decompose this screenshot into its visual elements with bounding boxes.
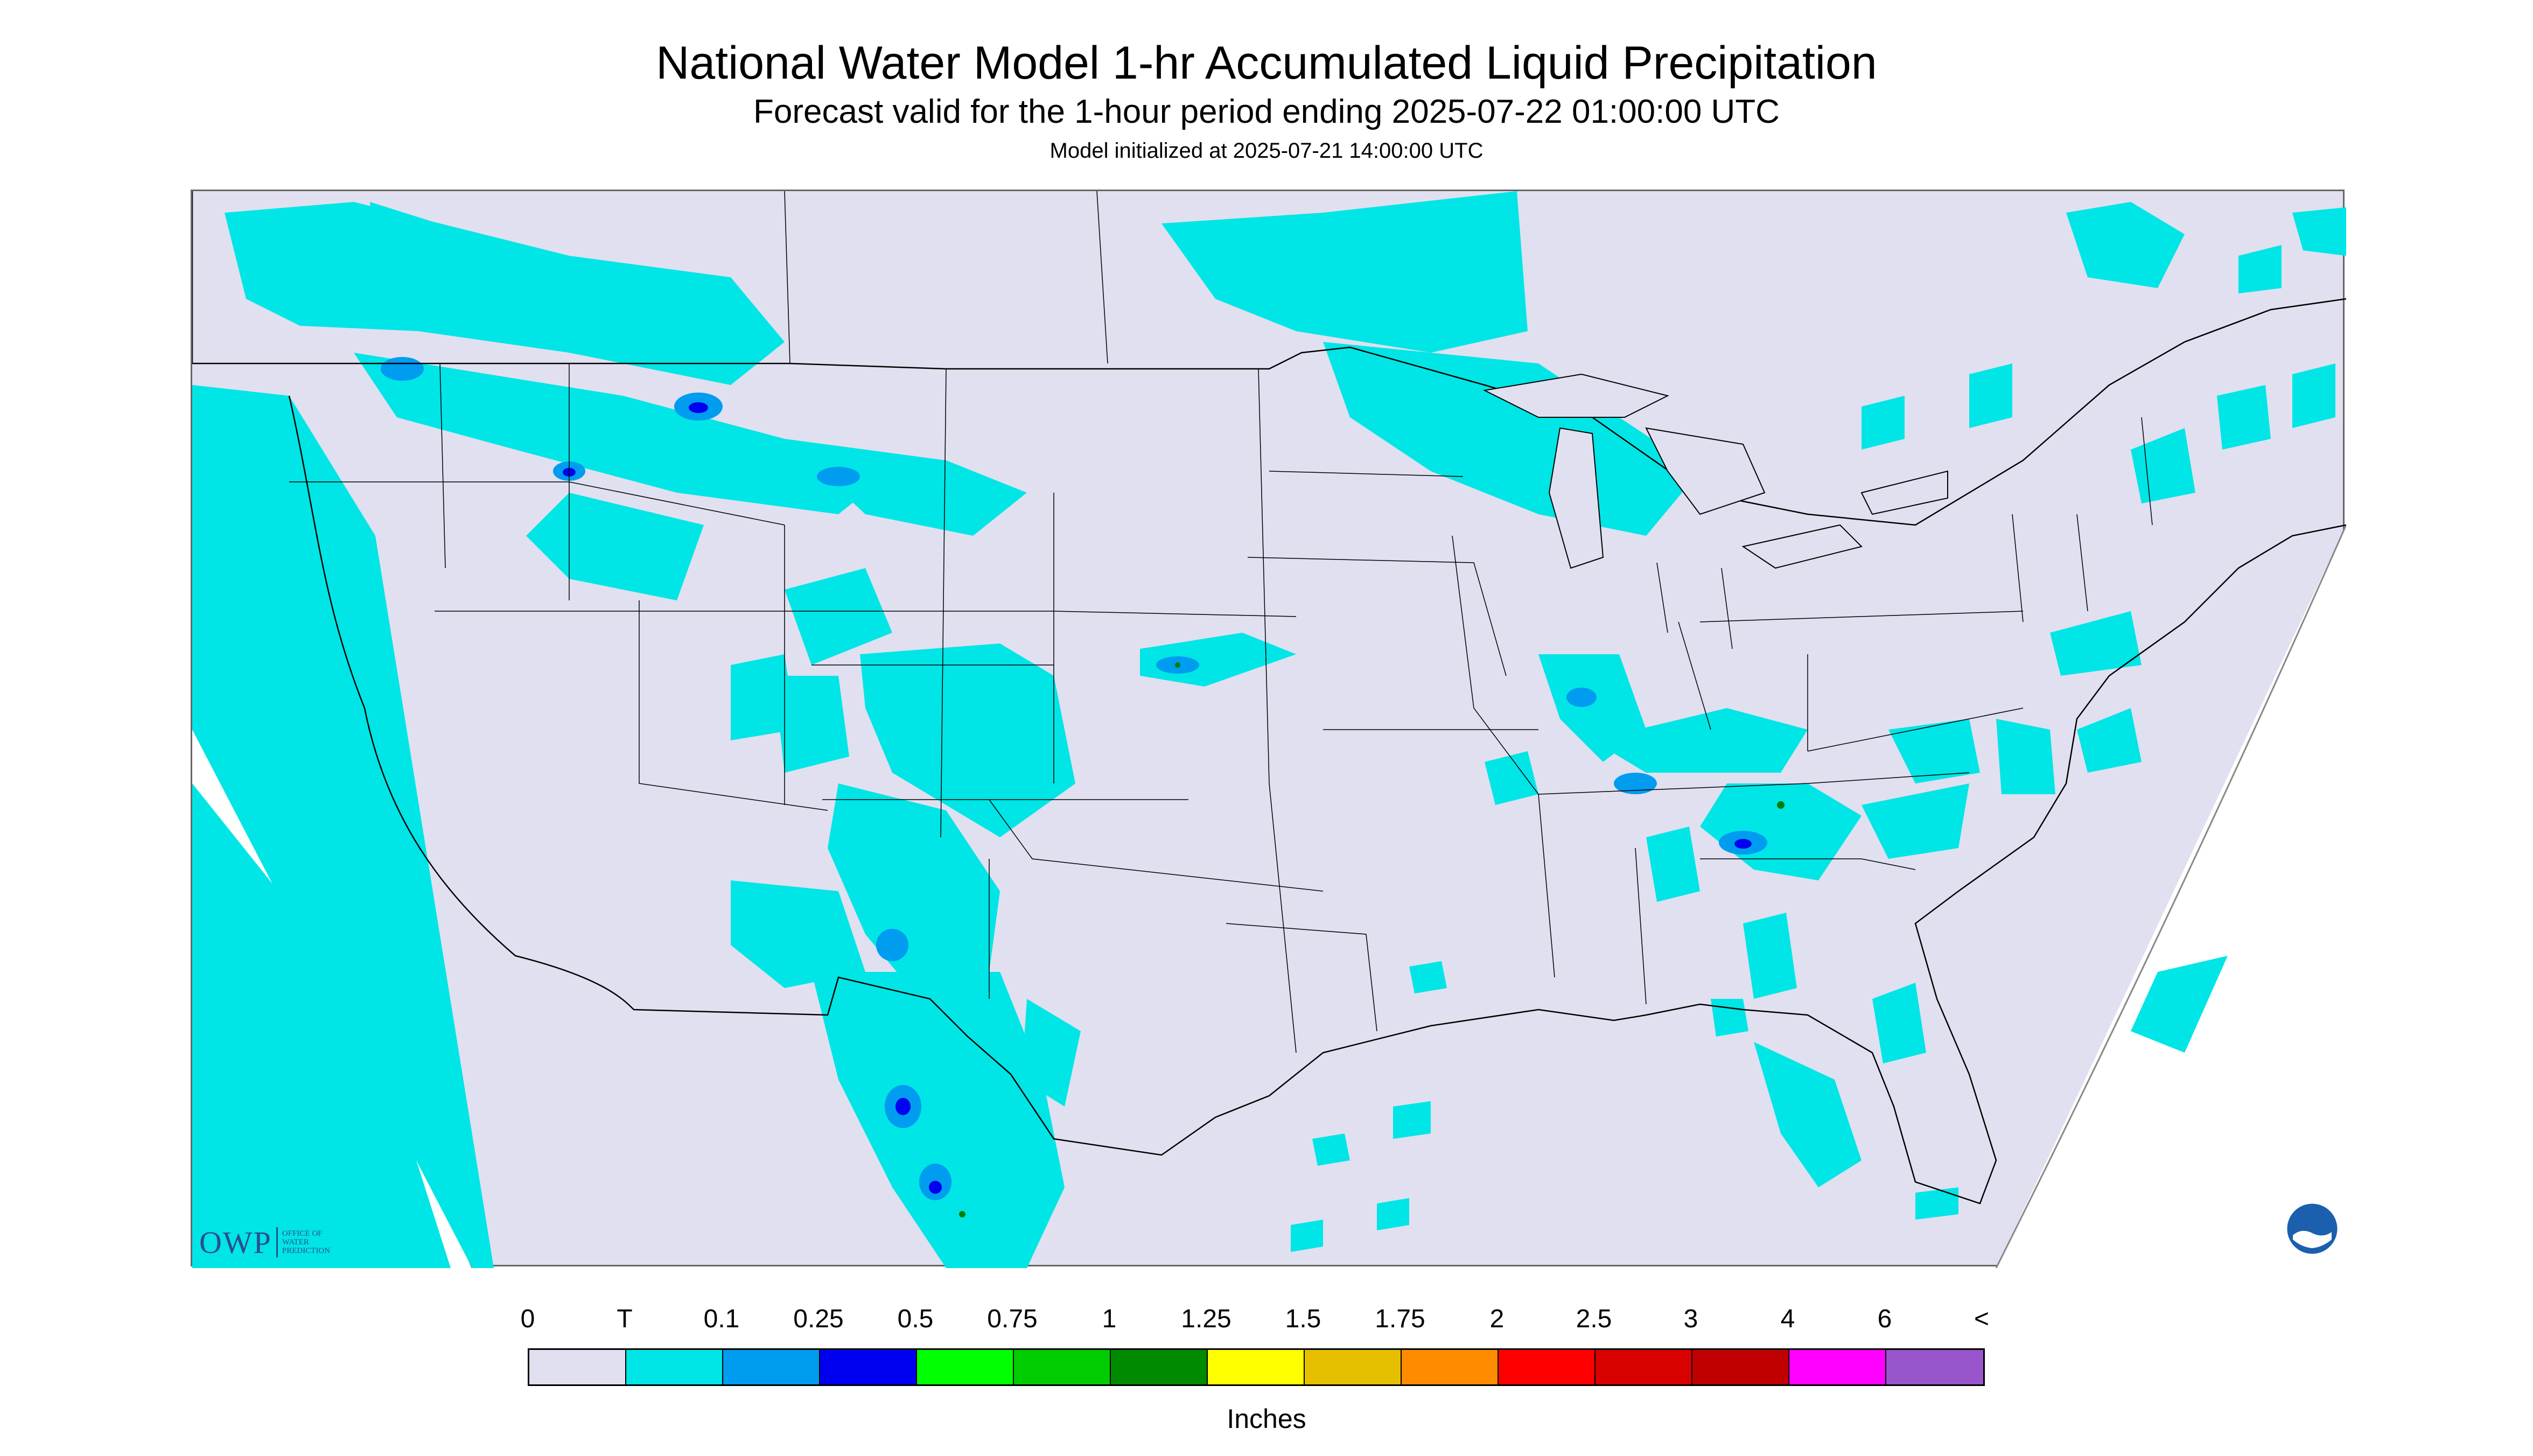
legend-swatch bbox=[820, 1350, 917, 1384]
legend-swatch bbox=[1596, 1350, 1692, 1384]
legend-swatch bbox=[1692, 1350, 1789, 1384]
precipitation-map[interactable] bbox=[191, 190, 2346, 1268]
state-lines bbox=[289, 191, 2153, 1053]
legend-swatch bbox=[626, 1350, 723, 1384]
precip-heavy-cores bbox=[563, 402, 1752, 1194]
legend-tick-label: 0.5 bbox=[897, 1305, 934, 1333]
domain-mask-east bbox=[1996, 525, 2346, 1268]
precip-trace-areas bbox=[192, 191, 2346, 1268]
legend-swatch bbox=[1014, 1350, 1111, 1384]
precip-extreme-cores bbox=[959, 662, 1785, 1217]
legend-tick-label: 1 bbox=[1102, 1305, 1117, 1333]
legend-tick-label: 2 bbox=[1489, 1305, 1505, 1333]
map-subtitle: Forecast valid for the 1-hour period end… bbox=[753, 93, 1780, 130]
legend-swatch bbox=[1208, 1350, 1305, 1384]
legend-tick-label: 0 bbox=[520, 1305, 535, 1333]
legend-tick-label: 2.5 bbox=[1576, 1305, 1612, 1333]
legend-tick-label: 6 bbox=[1877, 1305, 1892, 1333]
owp-logo-text: OFFICE OF WATER PREDICTION bbox=[282, 1229, 331, 1255]
legend-swatch bbox=[1886, 1350, 1983, 1384]
model-init-time: Model initialized at 2025-07-21 14:00:00… bbox=[1049, 139, 1484, 163]
legend-swatch bbox=[723, 1350, 820, 1384]
legend-tick-label: T bbox=[617, 1305, 633, 1333]
legend-tick-label: 0.1 bbox=[703, 1305, 740, 1333]
legend-swatch bbox=[1499, 1350, 1596, 1384]
legend-tick-label: 1.75 bbox=[1375, 1305, 1425, 1333]
owp-logo-mark: OWP bbox=[199, 1224, 272, 1260]
legend-tick-label: 0.25 bbox=[793, 1305, 844, 1333]
map-canvas bbox=[192, 191, 2346, 1268]
noaa-logo-icon bbox=[2285, 1202, 2339, 1256]
legend-tick-label: 1.25 bbox=[1181, 1305, 1231, 1333]
great-lakes bbox=[1482, 373, 1948, 569]
political-boundaries bbox=[192, 191, 2346, 1205]
domain-edge-east bbox=[1995, 524, 2346, 1268]
legend-swatch bbox=[1789, 1350, 1886, 1384]
owp-logo: OWP OFFICE OF WATER PREDICTION bbox=[199, 1223, 331, 1261]
owp-logo-divider bbox=[276, 1227, 278, 1257]
legend-tick-label: 3 bbox=[1683, 1305, 1698, 1333]
legend-tick-label: 4 bbox=[1780, 1305, 1795, 1333]
legend-tick-label: < bbox=[1974, 1305, 1990, 1333]
map-title: National Water Model 1-hr Accumulated Li… bbox=[656, 37, 1877, 89]
legend-swatch bbox=[1111, 1350, 1208, 1384]
legend-tick-label: 0.75 bbox=[987, 1305, 1038, 1333]
legend-colorbar bbox=[528, 1348, 1985, 1386]
legend-swatch bbox=[529, 1350, 626, 1384]
legend-tick-label: 1.5 bbox=[1285, 1305, 1321, 1333]
legend-swatch bbox=[917, 1350, 1014, 1384]
legend-swatch bbox=[1305, 1350, 1402, 1384]
legend-swatch bbox=[1402, 1350, 1499, 1384]
legend-units: Inches bbox=[1227, 1404, 1306, 1434]
